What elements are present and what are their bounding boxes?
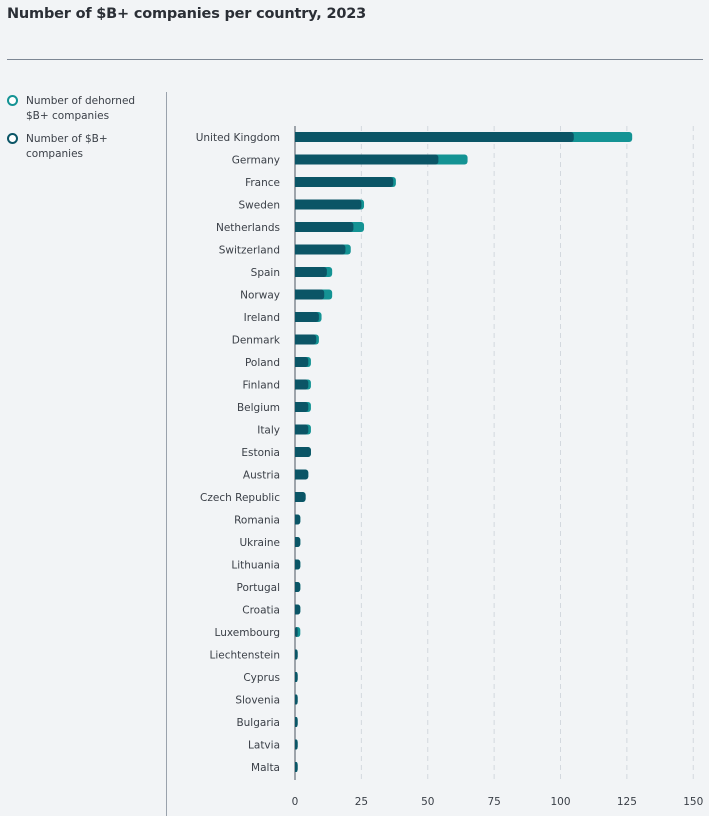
category-label: Estonia — [241, 447, 280, 459]
category-label: France — [245, 177, 280, 189]
bar-companies-square — [295, 717, 296, 727]
bar-companies — [295, 627, 298, 637]
category-label: Romania — [234, 515, 280, 527]
category-label: Cyprus — [243, 672, 280, 684]
bar-companies-square — [295, 267, 324, 277]
legend-item-companies[interactable]: Number of $B+ companies — [7, 132, 157, 162]
title-divider — [7, 59, 703, 60]
category-label: Switzerland — [219, 245, 280, 257]
category-label: Ireland — [244, 312, 280, 324]
category-label: Latvia — [248, 740, 280, 752]
x-tick-label: 50 — [421, 796, 434, 808]
category-label: Croatia — [242, 605, 280, 617]
category-label: Portugal — [237, 582, 281, 594]
category-label: Spain — [251, 267, 280, 279]
bar-companies-square — [295, 424, 306, 435]
bar-companies-square — [295, 199, 359, 210]
category-label: Malta — [251, 762, 280, 774]
bar-companies-square — [295, 694, 296, 705]
bar-companies-square — [295, 177, 391, 187]
legend-dot-icon — [7, 133, 18, 144]
legend-dot-icon — [7, 95, 18, 106]
x-tick-label: 100 — [550, 796, 570, 808]
category-label: Finland — [242, 380, 280, 392]
bar-companies-square — [295, 672, 296, 682]
bar-companies-square — [295, 132, 571, 142]
category-label: United Kingdom — [196, 132, 280, 144]
legend-label: Number of $B+ companies — [26, 133, 108, 160]
bar-companies-square — [295, 447, 308, 457]
bar-companies-square — [295, 222, 351, 232]
bar-companies-square — [295, 649, 296, 660]
bar-companies-square — [295, 289, 322, 300]
category-label: Liechtenstein — [209, 650, 280, 662]
category-label: Slovenia — [235, 695, 280, 707]
legend-label: Number of dehorned $B+ companies — [26, 95, 136, 122]
category-label: Norway — [240, 290, 280, 302]
category-label: Bulgaria — [236, 717, 280, 729]
bar-companies-square — [295, 514, 298, 525]
category-label: Luxembourg — [215, 627, 280, 639]
category-label: Belgium — [237, 402, 280, 414]
category-label: Czech Republic — [200, 492, 280, 504]
category-label: Sweden — [239, 200, 281, 212]
category-label: Lithuania — [231, 560, 280, 572]
category-label: Ukraine — [239, 537, 280, 549]
bar-companies-square — [295, 559, 298, 570]
bar-companies-square — [295, 492, 303, 502]
bar-companies-square — [295, 312, 316, 322]
x-tick-label: 150 — [683, 796, 703, 808]
x-tick-label: 0 — [292, 796, 299, 808]
bar-companies-square — [295, 244, 343, 255]
chart-title: Number of $B+ companies per country, 202… — [7, 6, 367, 22]
x-tick-label: 75 — [487, 796, 500, 808]
bar-companies-square — [295, 582, 298, 592]
bar-companies-square — [295, 537, 298, 547]
legend: Number of dehorned $B+ companies Number … — [7, 94, 157, 170]
legend-divider — [166, 92, 167, 816]
bar-companies-square — [295, 402, 306, 412]
bar-companies-square — [295, 469, 306, 480]
bar-companies-square — [295, 334, 314, 345]
category-label: Germany — [232, 155, 280, 167]
bar-companies-square — [295, 739, 296, 750]
bar-companies-square — [295, 379, 306, 390]
category-label: Netherlands — [216, 222, 280, 234]
bar-companies-square — [295, 604, 298, 615]
legend-item-dehorned[interactable]: Number of dehorned $B+ companies — [7, 94, 157, 124]
category-label: Italy — [257, 425, 280, 437]
bar-companies-square — [295, 154, 436, 165]
x-tick-label: 25 — [355, 796, 368, 808]
x-tick-label: 125 — [617, 796, 637, 808]
bar-companies-square — [295, 357, 306, 367]
category-label: Austria — [243, 470, 280, 482]
category-label: Denmark — [232, 335, 281, 347]
bar-companies-square — [295, 762, 296, 772]
category-label: Poland — [245, 357, 280, 369]
